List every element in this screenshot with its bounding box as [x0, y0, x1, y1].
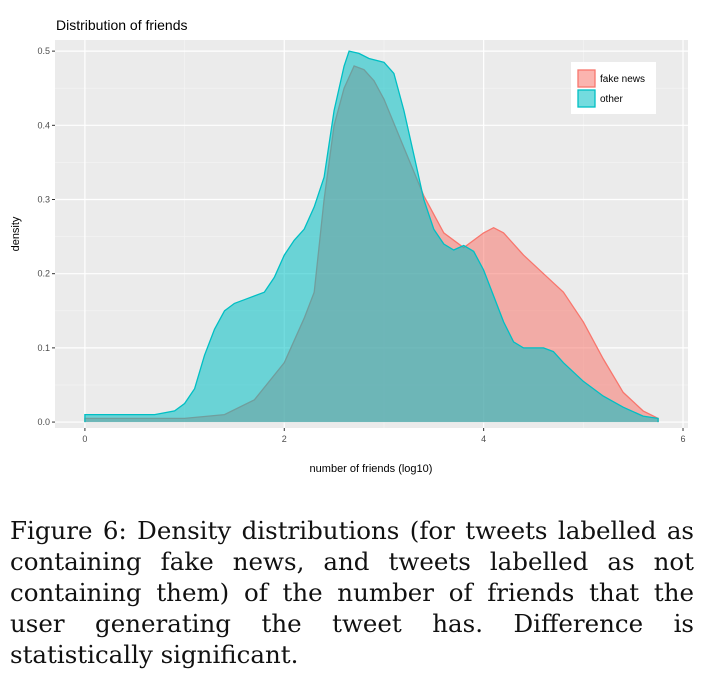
density-area-other: [84, 51, 659, 423]
y-axis-label: density: [10, 216, 22, 251]
density-areas: [84, 50, 659, 423]
axes: 0.0 0.1 0.2 0.3 0.4 0.5 0 2 4 6: [37, 46, 685, 444]
density-chart: Distribution of friends 0.00.10.20.30.40…: [10, 17, 688, 475]
y-tick-label: 0.5: [37, 46, 50, 56]
figure-caption: Figure 6: Density distributions (for twe…: [10, 516, 694, 669]
legend-key-other: [577, 89, 596, 108]
legend-key-fake-news: [577, 69, 596, 88]
chart-title: Distribution of friends: [56, 17, 188, 33]
legend: fake news other: [571, 62, 656, 114]
legend-label-other: other: [600, 94, 623, 105]
density-line-other: [84, 50, 659, 423]
x-tick-label: 2: [282, 434, 287, 444]
y-tick-label: 0.2: [37, 269, 50, 279]
y-tick-label: 0.4: [37, 120, 50, 130]
x-tick-label: 6: [681, 434, 686, 444]
legend-label-fake-news: fake news: [600, 74, 645, 85]
y-tick-label: 0.0: [37, 417, 50, 427]
x-tick-label: 0: [82, 434, 87, 444]
x-tick-label: 4: [481, 434, 486, 444]
y-tick-label: 0.3: [37, 195, 50, 205]
y-tick-label: 0.1: [37, 343, 50, 353]
x-axis-label: number of friends (log10): [310, 463, 433, 475]
